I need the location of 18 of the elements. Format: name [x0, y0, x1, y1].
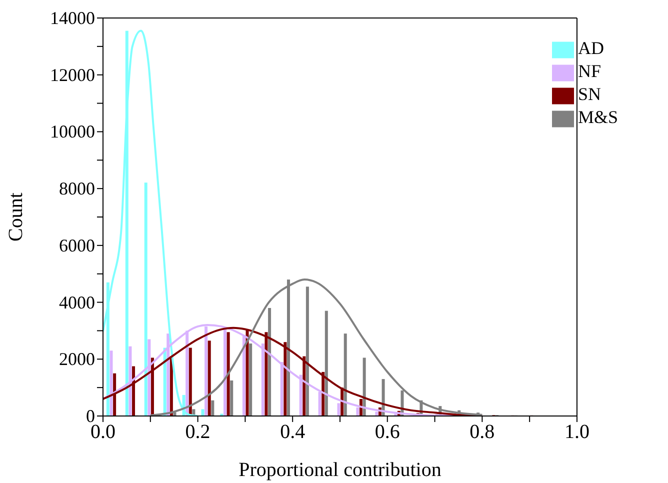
legend-label: NF: [578, 60, 601, 81]
y-tick-label: 12000: [50, 64, 95, 85]
y-axis-title: Count: [5, 192, 28, 242]
y-tick-label: 4000: [59, 292, 95, 312]
x-tick-label: 1.0: [564, 421, 590, 444]
y-tick-label: 2000: [59, 349, 95, 370]
x-tick-label: 0.2: [185, 421, 210, 444]
x-tick-label: 0.4: [280, 421, 306, 444]
legend-label: M&S: [578, 106, 618, 127]
y-tick-label: 10000: [50, 122, 95, 142]
x-tick-label: 0.6: [374, 421, 400, 444]
x-tick-label: 0.8: [470, 421, 495, 444]
x-axis-title: Proportional contribution: [238, 459, 442, 481]
y-tick-label: 6000: [59, 235, 95, 256]
legend-label: SN: [578, 84, 601, 104]
y-tick-label: 14000: [50, 8, 95, 28]
y-tick-label: 8000: [59, 178, 95, 199]
legend-label: AD: [578, 38, 604, 58]
